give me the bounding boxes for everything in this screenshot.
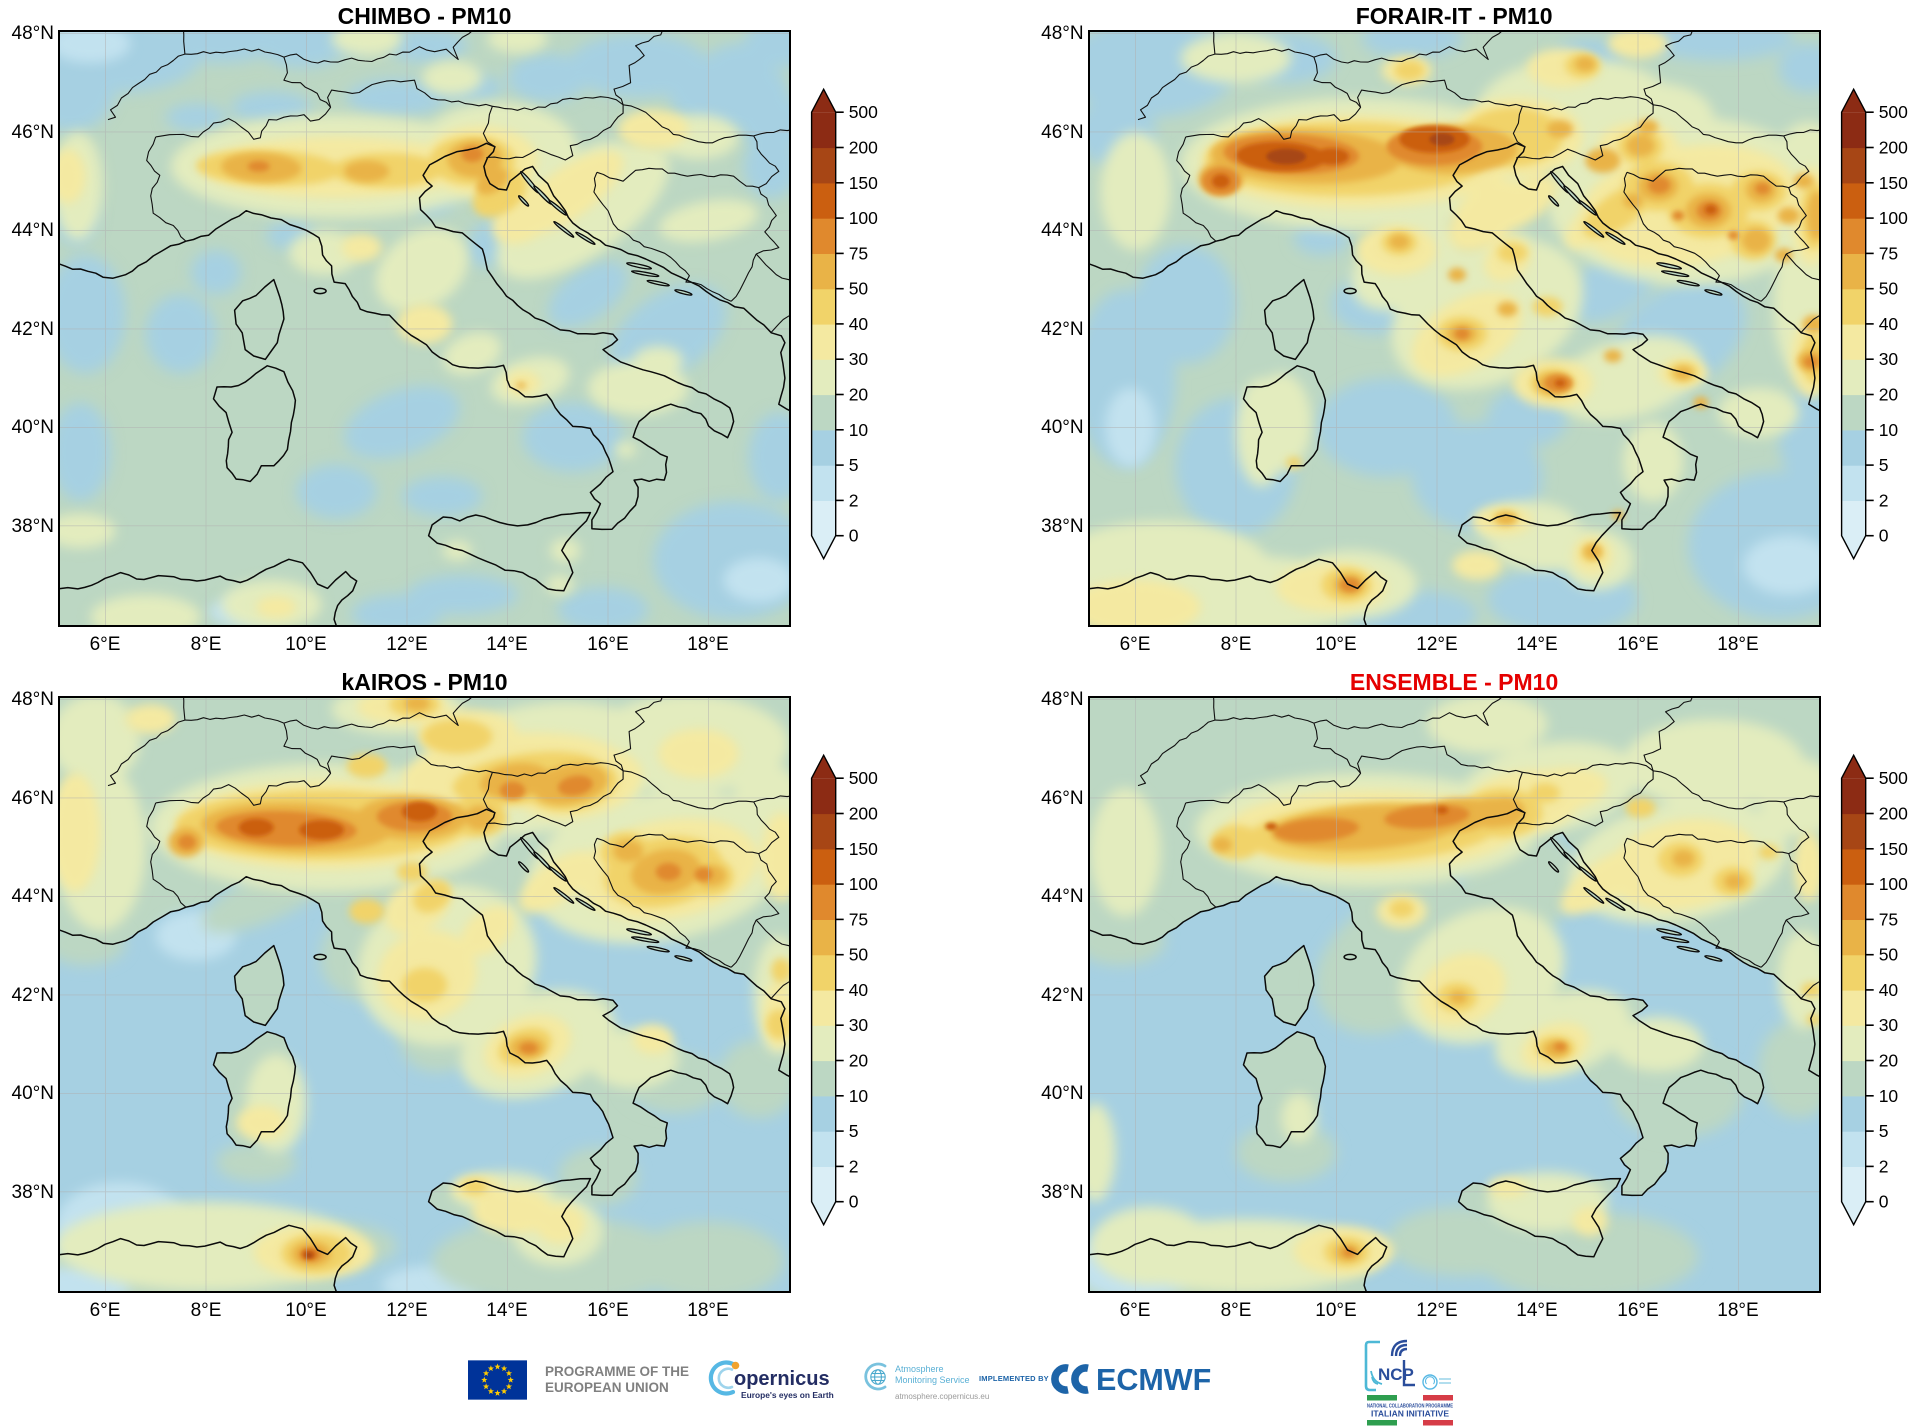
- svg-text:20: 20: [1879, 385, 1899, 405]
- svg-text:opernicus: opernicus: [734, 1368, 830, 1390]
- svg-text:Monitoring Service: Monitoring Service: [895, 1375, 970, 1385]
- svg-text:0: 0: [849, 526, 859, 546]
- svg-text:20: 20: [1879, 1051, 1899, 1071]
- svg-text:5: 5: [1879, 1121, 1889, 1141]
- svg-text:30: 30: [1879, 349, 1899, 369]
- svg-text:ITALIAN INITIATIVE: ITALIAN INITIATIVE: [1371, 1409, 1449, 1419]
- svg-text:75: 75: [1879, 243, 1898, 263]
- svg-text:50: 50: [1879, 279, 1899, 299]
- svg-text:5: 5: [849, 455, 859, 475]
- svg-text:200: 200: [1879, 138, 1908, 158]
- svg-text:100: 100: [1879, 208, 1908, 228]
- svg-text:40: 40: [849, 314, 869, 334]
- svg-text:NATIONAL COLLABORATION PROGRAM: NATIONAL COLLABORATION PROGRAMME: [1367, 1404, 1453, 1410]
- svg-text:150: 150: [849, 173, 878, 193]
- svg-text:150: 150: [1879, 173, 1908, 193]
- svg-text:50: 50: [1879, 945, 1899, 965]
- svg-text:75: 75: [849, 243, 868, 263]
- svg-text:200: 200: [849, 138, 878, 158]
- svg-text:0: 0: [1879, 1192, 1889, 1212]
- svg-text:2: 2: [849, 490, 859, 510]
- svg-text:200: 200: [849, 804, 878, 824]
- svg-text:100: 100: [849, 208, 878, 228]
- svg-text:500: 500: [1879, 768, 1908, 788]
- svg-text:2: 2: [849, 1156, 859, 1176]
- svg-text:50: 50: [849, 279, 869, 299]
- svg-text:100: 100: [1879, 874, 1908, 894]
- svg-text:30: 30: [849, 349, 869, 369]
- svg-text:40: 40: [849, 980, 869, 1000]
- svg-text:10: 10: [1879, 420, 1899, 440]
- svg-text:2: 2: [1879, 1156, 1889, 1176]
- svg-text:20: 20: [849, 385, 869, 405]
- svg-text:0: 0: [1879, 526, 1889, 546]
- svg-text:Atmosphere: Atmosphere: [895, 1364, 944, 1374]
- svg-text:200: 200: [1879, 804, 1908, 824]
- svg-text:50: 50: [849, 945, 869, 965]
- svg-text:0: 0: [849, 1192, 859, 1212]
- svg-text:40: 40: [1879, 980, 1899, 1000]
- svg-text:5: 5: [849, 1121, 859, 1141]
- svg-text:atmosphere.copernicus.eu: atmosphere.copernicus.eu: [895, 1392, 989, 1401]
- svg-text:Europe's eyes on Earth: Europe's eyes on Earth: [741, 1390, 834, 1400]
- svg-text:150: 150: [1879, 839, 1908, 859]
- svg-text:ECMWF: ECMWF: [1096, 1363, 1211, 1397]
- svg-text:150: 150: [849, 839, 878, 859]
- svg-text:500: 500: [849, 768, 878, 788]
- svg-text:100: 100: [849, 874, 878, 894]
- svg-text:NCP: NCP: [1378, 1365, 1414, 1384]
- svg-text:500: 500: [849, 102, 878, 122]
- svg-text:30: 30: [1879, 1015, 1899, 1035]
- svg-text:10: 10: [849, 420, 869, 440]
- svg-text:10: 10: [849, 1086, 869, 1106]
- svg-text:30: 30: [849, 1015, 869, 1035]
- svg-text:5: 5: [1879, 455, 1889, 475]
- svg-text:20: 20: [849, 1051, 869, 1071]
- svg-text:75: 75: [1879, 909, 1898, 929]
- svg-text:75: 75: [849, 909, 868, 929]
- svg-text:40: 40: [1879, 314, 1899, 334]
- svg-text:500: 500: [1879, 102, 1908, 122]
- svg-text:2: 2: [1879, 490, 1889, 510]
- svg-text:10: 10: [1879, 1086, 1899, 1106]
